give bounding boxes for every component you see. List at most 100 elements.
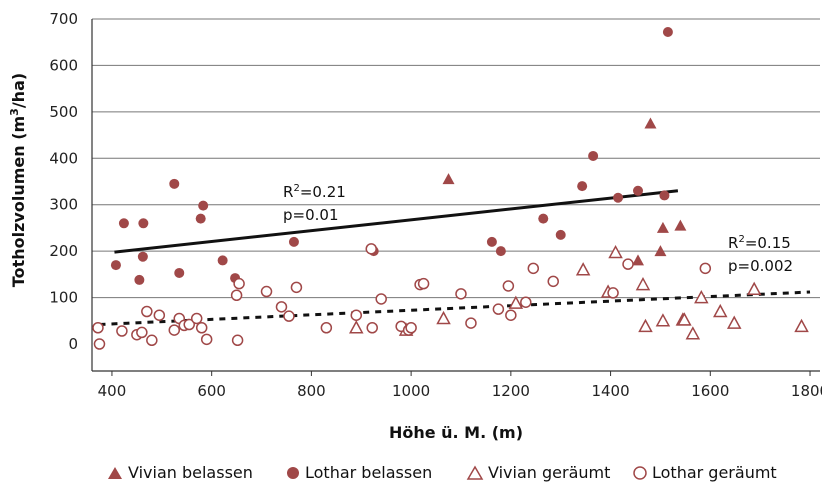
- data-point-triangle: [726, 315, 742, 329]
- data-point-circle: [92, 322, 104, 334]
- data-point-circle: [366, 322, 378, 334]
- data-point-circle: [290, 281, 303, 294]
- data-point-triangle: [794, 318, 809, 333]
- annotation-r2-belassen: R2=0.21: [283, 183, 346, 201]
- series-lothar-belassen: [110, 27, 673, 285]
- data-point-triangle: [632, 254, 644, 266]
- data-point-circle: [555, 229, 566, 240]
- data-point-circle: [350, 309, 363, 321]
- data-point-circle: [146, 334, 158, 347]
- x-tick-labels: 400 600 800 1000 1200 1400 1600 1800: [98, 371, 822, 400]
- series-vivian-belassen: [442, 117, 687, 266]
- y-tick-label: 500: [49, 103, 78, 121]
- data-point-circle: [195, 213, 206, 224]
- data-point-circle: [288, 236, 299, 247]
- legend: Vivian belassen Lothar belassen Vivian g…: [108, 463, 777, 482]
- data-point-circle: [231, 334, 244, 347]
- x-tick-label: 1200: [492, 382, 530, 400]
- x-tick-label: 1400: [591, 382, 629, 400]
- data-point-circle: [502, 280, 515, 292]
- data-point-circle: [116, 325, 128, 337]
- data-point-circle: [520, 296, 532, 308]
- data-point-circle: [275, 301, 288, 313]
- data-point-triangle: [349, 320, 364, 334]
- legend-marker-open-triangle: [466, 465, 484, 480]
- trendlines: [99, 189, 811, 326]
- legend-item-vivian-geraeumt: Vivian geräumt: [466, 463, 610, 482]
- legend-item-vivian-belassen: Vivian belassen: [108, 463, 253, 482]
- data-point-circle: [118, 218, 129, 229]
- annotation-r2-geraeumt: R2=0.15: [728, 234, 791, 252]
- data-point-triangle: [746, 281, 762, 295]
- data-point-circle: [486, 236, 497, 247]
- x-tick-label: 600: [197, 382, 226, 400]
- data-point-circle: [699, 262, 712, 275]
- data-point-circle: [283, 310, 295, 322]
- y-tick-label: 100: [49, 289, 78, 307]
- data-point-circle: [174, 267, 185, 278]
- data-point-circle: [141, 305, 153, 318]
- grid-lines: [92, 18, 820, 299]
- y-tick-label: 600: [49, 56, 78, 74]
- data-point-circle: [260, 285, 273, 298]
- data-point-circle: [547, 275, 559, 288]
- y-tick-labels: 0 100 200 300 400 500 600 700: [49, 10, 78, 353]
- x-tick-label: 800: [297, 382, 326, 400]
- y-tick-label: 300: [49, 196, 78, 214]
- y-tick-label: 0: [68, 335, 78, 353]
- data-point-circle: [365, 243, 377, 255]
- legend-marker-open-circle: [633, 466, 647, 480]
- data-point-circle: [662, 27, 673, 37]
- data-point-circle: [495, 246, 506, 257]
- data-point-triangle: [635, 277, 651, 291]
- x-tick-label: 1800: [791, 382, 822, 400]
- data-point-circle: [183, 318, 195, 331]
- legend-label: Vivian belassen: [128, 463, 253, 482]
- data-point-triangle: [575, 262, 591, 276]
- data-point-triangle: [638, 318, 653, 333]
- data-point-triangle: [508, 295, 524, 309]
- data-point-circle: [492, 303, 505, 315]
- data-point-circle: [134, 274, 145, 285]
- data-point-triangle: [656, 221, 669, 233]
- legend-label: Lothar geräumt: [652, 463, 777, 482]
- data-point-triangle: [685, 326, 701, 340]
- data-point-circle: [200, 333, 213, 346]
- y-tick-label: 700: [49, 10, 78, 28]
- data-point-circle: [622, 258, 634, 270]
- data-point-circle: [169, 178, 180, 189]
- axes: [91, 19, 820, 372]
- data-point-circle: [190, 312, 203, 325]
- data-point-circle: [320, 322, 333, 334]
- data-point-circle: [168, 324, 181, 336]
- data-point-circle: [613, 192, 624, 203]
- data-point-circle: [659, 190, 670, 201]
- trendline-belassen: [114, 189, 679, 254]
- data-point-circle: [455, 288, 467, 300]
- data-point-circle: [588, 150, 599, 161]
- data-point-triangle: [713, 303, 728, 318]
- x-tick-label: 1600: [691, 382, 729, 400]
- data-point-triangle: [608, 244, 623, 259]
- legend-marker-filled-triangle: [108, 467, 122, 479]
- y-tick-label: 200: [49, 242, 78, 260]
- legend-marker-filled-circle: [287, 467, 299, 479]
- data-points: [92, 27, 809, 350]
- data-point-circle: [505, 309, 517, 321]
- series-vivian-ger-umt: [349, 244, 809, 340]
- data-point-circle: [538, 213, 549, 224]
- data-point-circle: [195, 322, 208, 334]
- data-point-circle: [233, 277, 245, 290]
- x-tick-label: 400: [98, 382, 127, 400]
- data-point-triangle: [442, 173, 455, 185]
- data-point-circle: [137, 251, 148, 262]
- series-lothar-ger-umt: [92, 243, 712, 350]
- x-axis-title: Höhe ü. M. (m): [389, 423, 523, 442]
- data-point-circle: [527, 262, 540, 275]
- data-point-circle: [417, 277, 430, 290]
- data-point-triangle: [674, 219, 687, 231]
- data-point-circle: [607, 287, 619, 299]
- data-point-triangle: [436, 310, 451, 325]
- legend-label: Vivian geräumt: [488, 463, 610, 482]
